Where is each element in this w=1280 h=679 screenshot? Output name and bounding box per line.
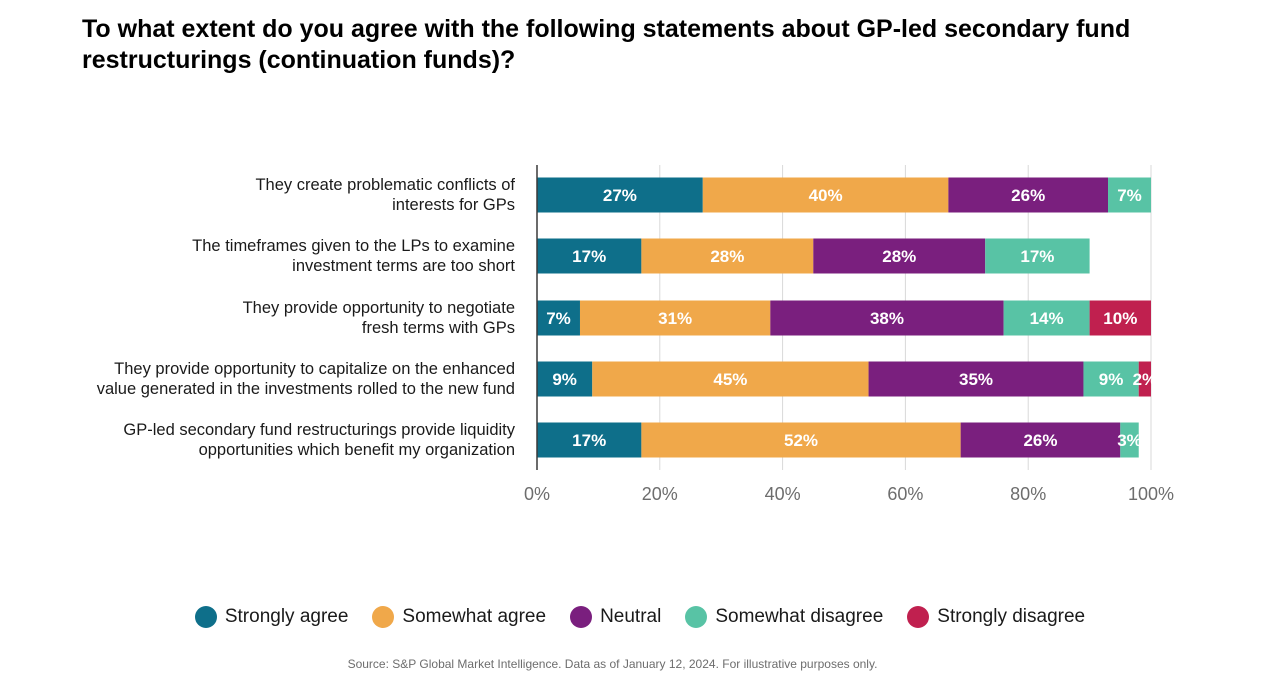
- data-label: 3%: [1117, 431, 1142, 450]
- x-tick-label: 80%: [1010, 484, 1046, 504]
- data-label: 17%: [572, 431, 606, 450]
- data-label: 2%: [1133, 370, 1158, 389]
- x-tick-label: 40%: [765, 484, 801, 504]
- bar-segment: [960, 422, 1121, 458]
- data-label: 27%: [603, 186, 637, 205]
- chart-title: To what extent do you agree with the fol…: [82, 15, 1131, 74]
- bar-segment: [641, 238, 814, 274]
- bar-segment: [1108, 177, 1151, 213]
- data-label: 17%: [572, 247, 606, 266]
- legend-swatch: [194, 606, 217, 628]
- data-label: 52%: [784, 431, 818, 450]
- legend-item: Strongly agree: [194, 606, 349, 628]
- bar-segment: [770, 300, 1004, 336]
- legend-label: Neutral: [600, 606, 662, 627]
- bars: 27% 40% 26% 7% 17% 28% 28% 17% 7% 31% 38% 14% 10% 9% 4…: [537, 177, 1158, 458]
- data-label: 10%: [1103, 309, 1137, 328]
- x-tick-label: 20%: [642, 484, 678, 504]
- legend-swatch: [570, 606, 593, 628]
- category-label: fresh terms with GPs: [362, 319, 515, 337]
- data-label: 7%: [546, 309, 571, 328]
- bar-segment: [1138, 361, 1151, 397]
- category-label: They provide opportunity to negotiate: [243, 299, 515, 317]
- bar-segment: [702, 177, 949, 213]
- bar-segment: [948, 177, 1109, 213]
- bar-segment: [537, 422, 642, 458]
- x-axis: 0% 20% 40% 60% 80% 100%: [524, 165, 1174, 504]
- data-label: 40%: [809, 186, 843, 205]
- category-label: investment terms are too short: [292, 257, 515, 275]
- legend-label: Strongly agree: [224, 606, 349, 627]
- legend-item: Somewhat disagree: [685, 606, 883, 628]
- bar-segment: [1003, 300, 1090, 336]
- data-label: 31%: [658, 309, 692, 328]
- x-tick-label: 0%: [524, 484, 550, 504]
- data-label: 9%: [1099, 370, 1124, 389]
- bar-segment: [868, 361, 1084, 397]
- legend-label: Somewhat disagree: [715, 606, 884, 627]
- legend-label: Somewhat agree: [402, 606, 547, 627]
- bar-segment: [537, 300, 580, 336]
- x-tick-label: 100%: [1128, 484, 1174, 504]
- legend-item: Somewhat agree: [372, 606, 546, 628]
- category-label: The timeframes given to the LPs to exami…: [192, 237, 515, 255]
- bar-segment: [579, 300, 771, 336]
- data-label: 14%: [1030, 309, 1064, 328]
- source-note: Source: S&P Global Market Intelligence. …: [347, 657, 878, 671]
- category-label: GP-led secondary fund restructurings pro…: [123, 421, 515, 439]
- data-label: 26%: [1011, 186, 1045, 205]
- bar-segment: [1083, 361, 1139, 397]
- data-label: 9%: [552, 370, 577, 389]
- data-label: 35%: [959, 370, 993, 389]
- category-label: opportunities which benefit my organizat…: [199, 441, 515, 459]
- data-label: 38%: [870, 309, 904, 328]
- bar-segment: [985, 238, 1090, 274]
- legend: Strongly agree Somewhat agree Neutral Somew…: [0, 606, 1280, 628]
- bar-segment: [537, 238, 642, 274]
- bar-segment: [537, 361, 593, 397]
- legend-label: Strongly disagree: [937, 606, 1086, 627]
- data-label: 17%: [1020, 247, 1054, 266]
- category-label: They provide opportunity to capitalize o…: [114, 360, 515, 378]
- legend-swatch: [685, 606, 708, 628]
- bar-segment: [537, 177, 703, 213]
- data-label: 7%: [1117, 186, 1142, 205]
- data-label: 28%: [710, 247, 744, 266]
- category-label: value generated in the investments rolle…: [97, 380, 515, 398]
- data-label: 45%: [713, 370, 747, 389]
- bar-segment: [813, 238, 986, 274]
- legend-swatch: [372, 606, 395, 628]
- stacked-bar-chart: 27% 40% 26% 7% 17% 28% 28% 17% 7% 31% 38% 14% 10% 9% 4…: [97, 165, 1174, 504]
- category-labels: They create problematic conflicts of inte…: [97, 176, 516, 459]
- category-label: interests for GPs: [392, 196, 515, 214]
- x-tick-label: 60%: [887, 484, 923, 504]
- data-label: 26%: [1023, 431, 1057, 450]
- bar-segment: [1120, 422, 1139, 458]
- category-label: They create problematic conflicts of: [255, 176, 515, 194]
- legend-item: Neutral: [570, 606, 661, 628]
- legend-swatch: [907, 606, 930, 628]
- data-label: 28%: [882, 247, 916, 266]
- bar-segment: [641, 422, 961, 458]
- bar-segment: [1089, 300, 1151, 336]
- bar-segment: [592, 361, 869, 397]
- legend-item: Strongly disagree: [907, 606, 1085, 628]
